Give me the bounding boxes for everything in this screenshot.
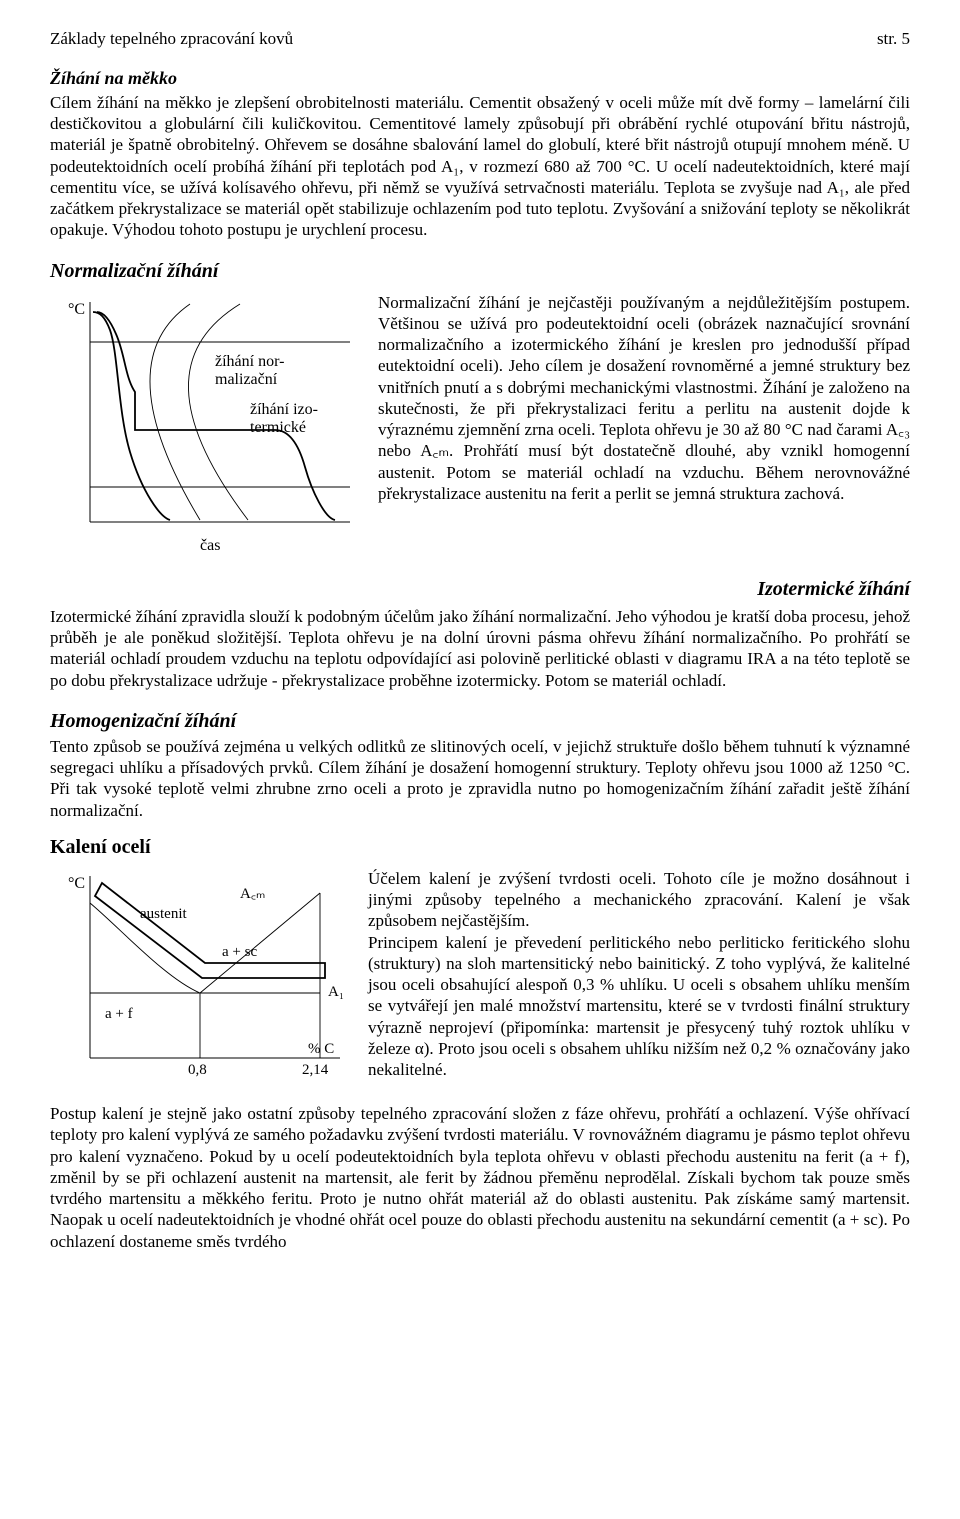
heading-normalizacni: Normalizační žíhání xyxy=(50,259,910,284)
fig1-label-norm-2: malizační xyxy=(215,371,278,388)
fig2-svg: °C % C austenit a + f a + sc A꜀ₘ A₁ xyxy=(50,868,350,1088)
heading-izotermicke: Izotermické žíhání xyxy=(50,577,910,602)
fig2-xlabel: % C xyxy=(308,1041,334,1057)
sec2-text: Normalizační žíhání je nejčastěji použív… xyxy=(378,292,910,567)
para-sec3: Izotermické žíhání zpravidla slouží k po… xyxy=(50,606,910,691)
fig2-container: °C % C austenit a + f a + sc A꜀ₘ A₁ xyxy=(50,868,350,1093)
fig2-acm: A꜀ₘ xyxy=(240,886,265,902)
fig2-af: a + f xyxy=(105,1006,133,1022)
para-sec2: Normalizační žíhání je nejčastěji použív… xyxy=(378,292,910,505)
page: Základy tepelného zpracování kovů str. 5… xyxy=(0,0,960,1296)
heading-zihani-mekko: Žíhání na měkko xyxy=(50,67,910,90)
header-right: str. 5 xyxy=(877,28,910,49)
fig1-container: °C čas žíhání nor- malizační žíhání izo-… xyxy=(50,292,360,567)
para-sec5-top: Účelem kalení je zvýšení tvrdosti oceli.… xyxy=(368,868,910,1081)
para-sec1: Cílem žíhání na měkko je zlepšení obrobi… xyxy=(50,92,910,241)
fig2-xt08: 0,8 xyxy=(188,1062,207,1078)
fig1-svg: °C čas žíhání nor- malizační žíhání izo-… xyxy=(50,292,360,562)
fig2-a1: A₁ xyxy=(328,984,344,1000)
header-left: Základy tepelného zpracování kovů xyxy=(50,28,293,49)
sec5-top-text: Účelem kalení je zvýšení tvrdosti oceli.… xyxy=(368,868,910,1093)
fig2-asc: a + sc xyxy=(222,944,257,960)
page-header: Základy tepelného zpracování kovů str. 5 xyxy=(50,28,910,49)
fig2-row: °C % C austenit a + f a + sc A꜀ₘ A₁ xyxy=(50,868,910,1093)
fig1-label-norm-1: žíhání nor- xyxy=(215,353,284,370)
heading-kaleni: Kalení ocelí xyxy=(50,835,910,860)
fig1-xlabel: čas xyxy=(200,537,220,554)
fig1-label-izo-2: termické xyxy=(250,419,306,436)
fig2-xt214: 2,14 xyxy=(302,1062,329,1078)
fig2-austenit: austenit xyxy=(140,906,187,922)
fig1-label-izo-1: žíhání izo- xyxy=(250,401,318,418)
fig1-ylabel: °C xyxy=(68,301,85,318)
fig1-row: °C čas žíhání nor- malizační žíhání izo-… xyxy=(50,292,910,567)
para-sec5-bottom: Postup kalení je stejně jako ostatní způ… xyxy=(50,1103,910,1252)
para-sec4: Tento způsob se používá zejména u velkýc… xyxy=(50,736,910,821)
heading-homogenizacni: Homogenizační žíhání xyxy=(50,709,910,734)
fig2-ylabel: °C xyxy=(68,875,85,892)
